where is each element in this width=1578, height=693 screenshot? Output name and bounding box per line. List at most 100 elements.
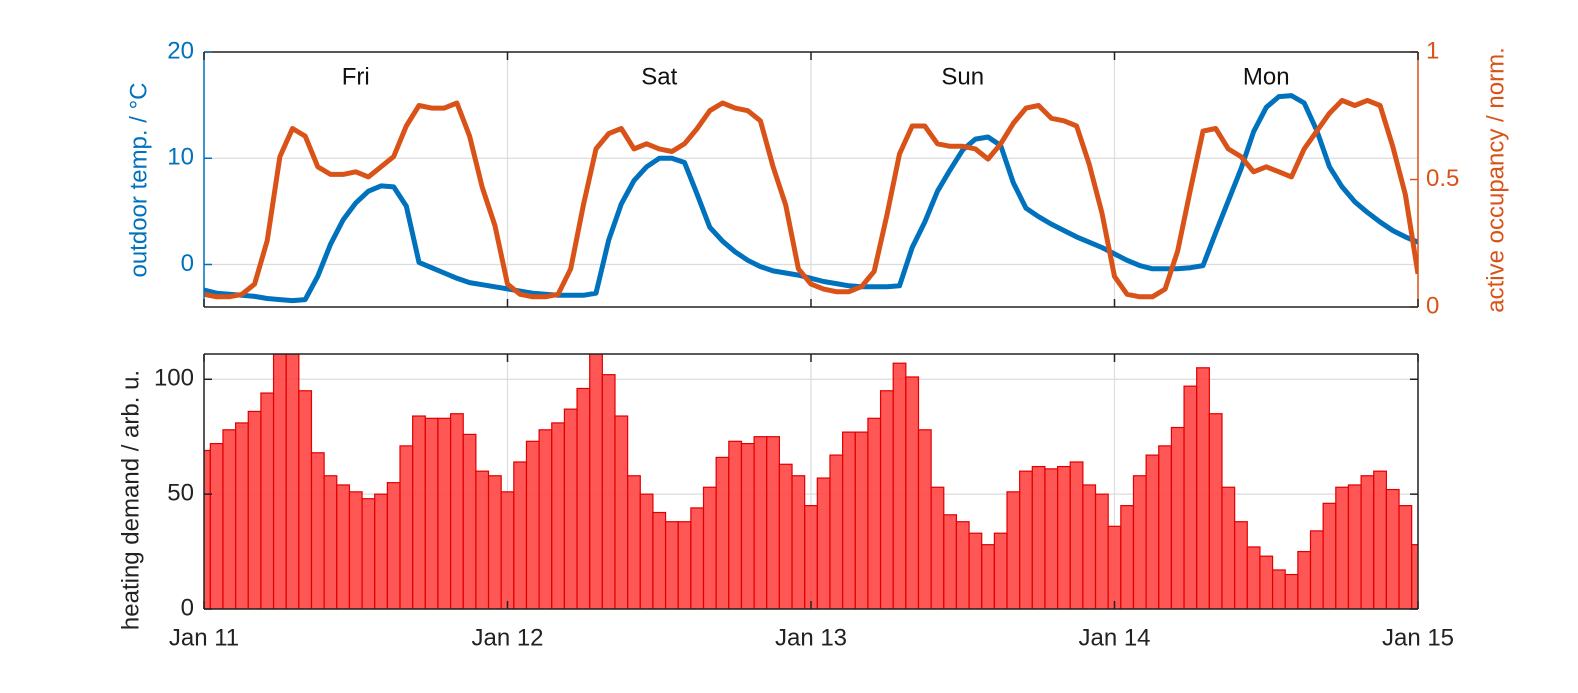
bar (791, 475, 806, 609)
bar (1056, 465, 1071, 609)
bar (260, 392, 275, 609)
bar (677, 521, 692, 609)
bar (424, 417, 439, 609)
bar (576, 387, 591, 609)
annotation: Sat (641, 63, 677, 90)
bar (1398, 505, 1413, 609)
bar (500, 491, 515, 609)
x-tick-label: Jan 11 (169, 624, 239, 651)
y-tick-label: 10 (167, 144, 194, 171)
y-axis-label: outdoor temp. / °C (125, 82, 152, 277)
bar (1120, 505, 1135, 609)
bar (930, 486, 945, 609)
bar (1246, 546, 1261, 609)
bar (702, 486, 717, 609)
bar (639, 493, 654, 609)
bar (1145, 454, 1160, 609)
x-tick-label: Jan 13 (775, 624, 847, 651)
bar (627, 475, 641, 609)
bar (1170, 426, 1185, 609)
bar (323, 475, 338, 609)
bar (943, 514, 958, 609)
bar (336, 484, 351, 609)
bar (563, 408, 578, 609)
bar (917, 429, 932, 609)
bar (1019, 470, 1033, 609)
bar (601, 374, 616, 609)
bar (348, 491, 363, 609)
y2-axis-label: active occupancy / norm. (1482, 47, 1509, 312)
bar (1297, 550, 1312, 609)
bar (728, 440, 743, 609)
bar (1309, 530, 1324, 609)
bar (614, 415, 629, 609)
line-series (204, 97, 1418, 300)
bar (1335, 486, 1350, 609)
bar (538, 429, 553, 609)
y-tick-label: 0 (181, 250, 194, 277)
y-tick-label: 20 (167, 37, 194, 64)
bar (829, 454, 844, 609)
bar (487, 475, 502, 609)
bar (285, 354, 300, 609)
y-tick-label: 0 (181, 594, 194, 621)
bar (1044, 468, 1059, 609)
bar (955, 521, 970, 609)
bar (235, 422, 249, 609)
bar (386, 482, 401, 609)
bar (1082, 484, 1097, 609)
x-tick-label: Jan 14 (1078, 624, 1150, 651)
bar (778, 463, 793, 609)
bar (842, 431, 856, 609)
y-tick-label: 100 (154, 365, 194, 392)
bar (1158, 445, 1173, 609)
bar (981, 544, 995, 609)
bar (968, 532, 983, 609)
bar (740, 442, 755, 609)
bar (475, 470, 490, 609)
plot-area (204, 354, 1418, 609)
y2-tick-label: 0.5 (1426, 165, 1459, 192)
bar (222, 429, 237, 609)
bar (399, 445, 414, 609)
bar (412, 415, 426, 609)
y2-tick-label: 1 (1426, 37, 1439, 64)
line-series (204, 93, 1418, 304)
x-tick-label: Jan 12 (471, 624, 543, 651)
bar (1271, 569, 1286, 609)
bar (1183, 385, 1198, 609)
bar (462, 433, 477, 609)
bar (1006, 491, 1021, 609)
bar (1360, 475, 1375, 609)
bar (437, 417, 452, 609)
bar (361, 498, 376, 609)
bar (1132, 475, 1147, 609)
bar (589, 354, 603, 609)
bar (652, 511, 667, 609)
bar (905, 376, 920, 609)
bar (1094, 493, 1109, 609)
bar (854, 431, 869, 609)
bar (374, 493, 388, 609)
annotation: Sun (941, 63, 984, 90)
bar (298, 390, 313, 609)
bar (449, 413, 464, 609)
y-axis-label: heating demand / arb. u. (117, 370, 144, 630)
bar (816, 477, 831, 609)
bar (1031, 465, 1046, 609)
bar (551, 422, 566, 609)
bar (1234, 521, 1248, 609)
y2-tick-label: 0 (1426, 292, 1439, 319)
bar (1322, 502, 1337, 609)
bar (209, 442, 224, 609)
bar (1284, 573, 1299, 609)
annotation: Mon (1243, 63, 1290, 90)
y-tick-label: 50 (167, 479, 194, 506)
bar (1259, 555, 1274, 609)
plot-area (204, 93, 1418, 304)
bar (993, 532, 1008, 609)
bar (310, 452, 325, 609)
bar (1069, 461, 1084, 609)
bar (879, 390, 894, 609)
